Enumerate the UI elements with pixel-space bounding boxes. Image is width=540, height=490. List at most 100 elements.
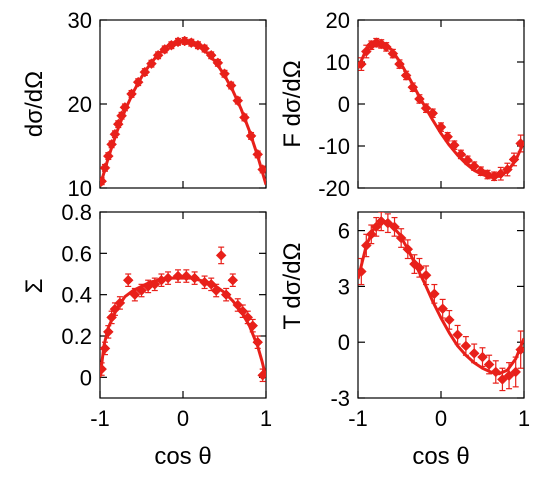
data-point [237,305,249,317]
y-tick-label: 0 [338,330,350,355]
data-point [420,102,432,114]
data-point [199,43,210,54]
data-point [382,217,394,229]
data-point [112,118,124,130]
fit-curve [100,276,266,378]
data-point [358,58,367,70]
data-point [225,80,237,91]
y-tick-label: 0.8 [61,200,92,225]
y-tick-label: 0.4 [61,283,92,308]
data-point [414,93,425,105]
data-point [420,269,432,281]
data-point [252,149,264,160]
data-point [227,274,239,286]
data-point [448,139,460,151]
y-axis-label: F dσ/dΩ [279,60,306,147]
data-point [149,278,161,290]
data-point [205,49,217,61]
data-point [232,299,244,311]
data-point [515,138,524,149]
x-tick-label: 0 [435,406,447,431]
fit-curve [358,219,524,376]
data-point [503,370,515,382]
data-point [402,243,414,255]
data-point [126,88,137,100]
data-point [515,344,524,355]
plot-area [100,246,266,383]
data-point [483,359,495,370]
data-point [360,240,372,251]
data-point [452,329,463,341]
data-point [210,285,222,296]
data-point [395,232,407,244]
data-point [365,228,377,240]
data-point [172,270,184,282]
data-point [460,340,472,352]
y-axis-label: dσ/dΩ [21,71,48,137]
data-point [129,289,141,301]
data-point [152,49,164,61]
x-tick-label: 1 [260,406,272,431]
data-point [358,266,367,277]
data-point [219,68,230,80]
x-tick-label: -1 [348,406,368,431]
plot-area [358,212,524,392]
data-point [437,303,449,315]
data-point [257,164,266,175]
data-point [109,303,121,315]
panel-tr: -20 -10 0 10 20 F dσ/dΩ [279,8,525,201]
data-point [122,274,134,286]
data-point [442,131,453,143]
data-point [394,58,405,70]
data-point [502,164,513,175]
data-point [257,369,266,381]
data-point [180,270,192,282]
data-point [414,262,425,274]
x-tick-label: 0 [177,406,189,431]
panel-br: -3 0 3 6 -1 0 1 T dσ/dΩ cos θ [279,211,530,470]
y-tick-label: 6 [338,219,350,244]
data-point [477,351,488,363]
data-point [508,154,520,165]
data-point [102,326,114,338]
data-point [109,128,121,140]
y-tick-label: -10 [318,134,350,159]
data-point [189,272,200,284]
x-axis-label: cos θ [412,443,469,470]
data-point [215,250,227,261]
plot-area [358,37,524,182]
y-tick-label: 20 [326,8,350,33]
data-point [239,112,250,123]
panel-tl: 10 20 30 dσ/dΩ [21,8,267,201]
data-point [205,278,217,290]
y-tick-label: -20 [318,176,350,201]
data-point [252,336,264,348]
x-tick-label: 1 [518,406,530,431]
data-point [435,121,447,133]
data-point [468,348,480,359]
data-point [245,130,257,142]
x-axis-label: cos θ [154,443,211,470]
data-point [407,81,419,93]
data-point [100,162,111,174]
data-point [212,57,224,69]
data-point [462,154,473,166]
data-point [497,374,508,385]
data-point [510,366,522,378]
data-point [387,48,399,59]
y-tick-label: 10 [326,50,350,75]
data-point [136,285,147,296]
y-tick-label: 3 [338,274,350,299]
data-point [132,76,144,88]
y-tick-label: 0 [80,365,92,390]
data-point [468,160,480,172]
data-point [139,66,151,78]
data-point [159,44,171,55]
data-point [102,150,114,162]
y-tick-label: 0 [338,92,350,117]
data-point [380,41,392,53]
y-tick-label: 30 [68,8,92,33]
data-point [370,221,382,233]
